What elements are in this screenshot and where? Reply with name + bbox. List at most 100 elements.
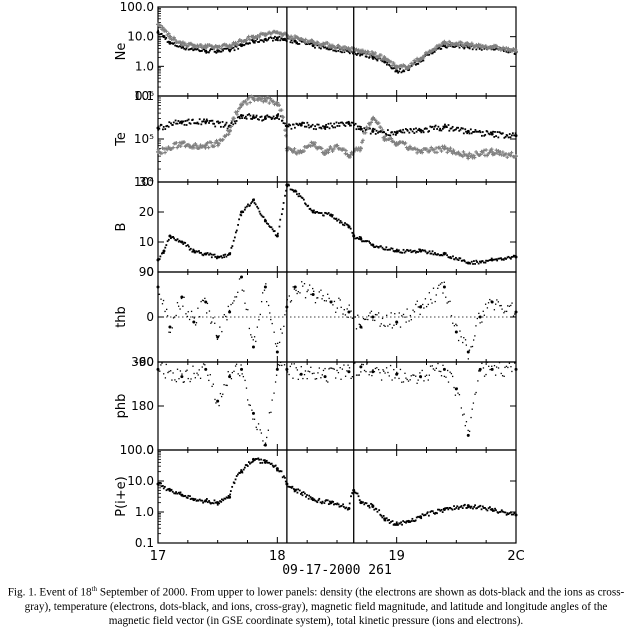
scatter-mark-te-electrons [320, 127, 323, 130]
scatter-mark-p-P [306, 494, 308, 496]
scatter-mark-phb-phb [354, 362, 356, 364]
scatter-mark-b-B [296, 193, 298, 196]
scatter-mark-p-P [342, 505, 345, 508]
data-point-b-B [162, 249, 166, 253]
scatter-mark-thb-thb [457, 339, 460, 342]
scatter-mark-phb-phb [216, 401, 219, 403]
scatter-mark-b-B [434, 253, 437, 256]
scatter-mark-b-B [372, 244, 375, 247]
scatter-mark-ne-electrons [276, 39, 279, 42]
scatter-mark-b-B [276, 235, 279, 238]
scatter-mark-phb-phb [237, 373, 239, 375]
scatter-mark-ne-electrons [309, 42, 312, 45]
data-point-thb-thb [514, 310, 518, 314]
scatter-mark-thb-thb [419, 313, 421, 316]
scatter-mark-phb-phb [460, 407, 462, 409]
scatter-mark-thb-thb [253, 336, 256, 338]
scatter-mark-te-ions [480, 150, 485, 155]
scatter-mark-ne-ions [391, 61, 396, 65]
scatter-mark-te-electrons [507, 136, 510, 139]
scatter-mark-thb-thb [271, 322, 273, 325]
scatter-mark-thb-thb [328, 297, 330, 300]
scatter-mark-ne-ions [495, 44, 499, 49]
scatter-mark-te-electrons [456, 126, 458, 129]
scatter-mark-thb-thb [157, 293, 159, 295]
scatter-mark-p-P [463, 503, 466, 506]
scatter-mark-phb-phb [372, 369, 374, 371]
scatter-mark-te-ions [194, 143, 199, 148]
scatter-mark-phb-phb [171, 379, 173, 381]
scatter-mark-p-P [501, 510, 504, 513]
scatter-mark-ne-electrons [495, 47, 498, 50]
scatter-mark-te-ions [358, 146, 363, 150]
panel-frame-b [157, 181, 517, 273]
scatter-mark-thb-thb [186, 315, 189, 318]
scatter-mark-te-ions [262, 96, 267, 101]
scatter-mark-b-B [285, 189, 287, 192]
scatter-mark-b-B [432, 253, 435, 256]
scatter-mark-te-ions [419, 148, 424, 153]
scatter-mark-te-ions [489, 147, 494, 151]
scatter-mark-b-B [247, 203, 249, 206]
scatter-mark-b-B [392, 250, 395, 252]
scatter-mark-b-B [264, 219, 267, 222]
scatter-mark-b-B [182, 243, 185, 245]
scatter-mark-te-electrons [487, 132, 490, 135]
scatter-mark-ne-electrons [422, 59, 425, 62]
scatter-mark-thb-thb [197, 307, 199, 309]
scatter-mark-te-electrons [430, 126, 433, 129]
scatter-mark-thb-thb [316, 297, 318, 299]
scatter-mark-ne-electrons [471, 48, 474, 51]
scatter-mark-ne-electrons [480, 48, 483, 51]
scatter-mark-te-ions [496, 149, 501, 153]
scatter-mark-phb-phb [497, 367, 500, 369]
scatter-mark-b-B [496, 259, 499, 262]
scatter-mark-ne-electrons [475, 48, 478, 51]
scatter-mark-thb-thb [435, 294, 437, 296]
scatter-mark-phb-phb [181, 373, 183, 375]
scatter-mark-te-electrons [315, 128, 317, 131]
scatter-mark-phb-phb [160, 364, 162, 366]
scatter-mark-b-B [415, 250, 418, 253]
scatter-mark-te-electrons [383, 131, 386, 134]
scatter-mark-p-P [449, 506, 452, 509]
scatter-mark-thb-thb [489, 298, 491, 301]
scatter-mark-thb-thb [430, 298, 432, 301]
scatter-mark-thb-thb [175, 314, 177, 317]
scatter-mark-ne-electrons [228, 48, 230, 51]
scatter-mark-ne-electrons [350, 50, 353, 53]
scatter-mark-te-electrons [472, 131, 474, 133]
scatter-mark-te-ions [267, 101, 272, 105]
scatter-mark-b-B [256, 205, 259, 208]
scatter-mark-p-P [271, 464, 274, 467]
scatter-mark-thb-thb [269, 312, 271, 314]
scatter-mark-b-B [470, 260, 473, 263]
scatter-mark-p-P [319, 501, 322, 504]
scatter-mark-thb-thb [342, 313, 344, 315]
scatter-mark-thb-thb [383, 324, 385, 327]
scatter-mark-p-P [394, 524, 397, 526]
scatter-mark-phb-phb [437, 362, 439, 365]
scatter-mark-te-ions [216, 143, 220, 148]
scatter-mark-thb-thb [367, 318, 369, 321]
scatter-mark-te-electrons [356, 125, 359, 128]
scatter-mark-te-ions [448, 146, 453, 151]
x-axis-label: 09-17-2000 261 [282, 563, 392, 578]
scatter-mark-ne-electrons [433, 50, 436, 53]
scatter-mark-ne-ions [377, 55, 381, 60]
scatter-mark-te-electrons [292, 123, 295, 126]
scatter-mark-p-P [450, 507, 453, 510]
scatter-mark-te-ions [348, 153, 353, 157]
scatter-mark-phb-phb [333, 368, 335, 370]
scatter-mark-ne-ions [303, 37, 308, 42]
scatter-mark-te-ions [289, 148, 294, 152]
scatter-mark-b-B [480, 261, 482, 264]
scatter-mark-te-electrons [194, 122, 197, 125]
scatter-mark-te-electrons [168, 121, 171, 124]
data-point-phb-phb [216, 399, 220, 403]
scatter-mark-b-B [319, 212, 322, 214]
scatter-mark-thb-thb [212, 317, 214, 319]
scatter-mark-ne-ions [361, 48, 365, 53]
scatter-mark-phb-phb [412, 374, 414, 376]
scatter-mark-b-B [375, 245, 378, 248]
